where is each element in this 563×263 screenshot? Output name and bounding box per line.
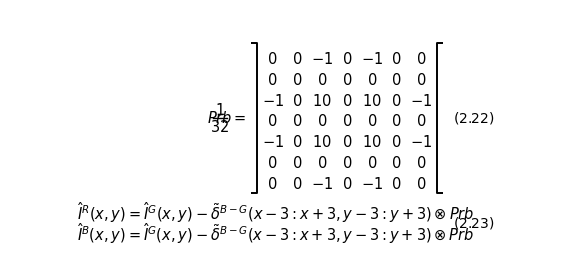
Text: $0$: $0$: [342, 93, 352, 109]
Text: $0$: $0$: [342, 155, 352, 171]
Text: $0$: $0$: [391, 51, 402, 67]
Text: $0$: $0$: [342, 134, 352, 150]
Text: $0$: $0$: [342, 51, 352, 67]
Text: $0$: $0$: [391, 72, 402, 88]
Text: $0$: $0$: [342, 176, 352, 192]
Text: $-1$: $-1$: [410, 134, 432, 150]
Text: $-1$: $-1$: [361, 51, 383, 67]
Text: $-1$: $-1$: [410, 93, 432, 109]
Text: $0$: $0$: [416, 176, 427, 192]
Text: $32$: $32$: [211, 119, 230, 135]
Text: $0$: $0$: [367, 155, 377, 171]
Text: $0$: $0$: [317, 72, 328, 88]
Text: $-1$: $-1$: [361, 176, 383, 192]
Text: $0$: $0$: [391, 134, 402, 150]
Text: $0$: $0$: [267, 155, 278, 171]
Text: $0$: $0$: [391, 113, 402, 129]
Text: $0$: $0$: [416, 155, 427, 171]
Text: $0$: $0$: [416, 72, 427, 88]
Text: $10$: $10$: [362, 93, 382, 109]
Text: $0$: $0$: [367, 113, 377, 129]
Text: $10$: $10$: [312, 93, 332, 109]
Text: $0$: $0$: [267, 72, 278, 88]
Text: $0$: $0$: [391, 155, 402, 171]
Text: $10$: $10$: [312, 134, 332, 150]
Text: $0$: $0$: [391, 93, 402, 109]
Text: $-1$: $-1$: [311, 51, 333, 67]
Text: $0$: $0$: [367, 72, 377, 88]
Text: $0$: $0$: [391, 176, 402, 192]
Text: $0$: $0$: [317, 113, 328, 129]
Text: $-1$: $-1$: [311, 176, 333, 192]
Text: $0$: $0$: [292, 155, 303, 171]
Text: $0$: $0$: [292, 176, 303, 192]
Text: $0$: $0$: [267, 51, 278, 67]
Text: $0$: $0$: [416, 113, 427, 129]
Text: $0$: $0$: [292, 113, 303, 129]
Text: $0$: $0$: [267, 113, 278, 129]
Text: $10$: $10$: [362, 134, 382, 150]
Text: $0$: $0$: [416, 51, 427, 67]
Text: $0$: $0$: [292, 51, 303, 67]
Text: $0$: $0$: [317, 155, 328, 171]
Text: $Prb=$: $Prb=$: [207, 110, 246, 126]
Text: $(2.23)$: $(2.23)$: [453, 215, 495, 231]
Text: $0$: $0$: [267, 176, 278, 192]
Text: $\hat{I}^B(x,y) = \hat{I}^G(x,y) - \tilde{\delta}^{B-G}(x-3:x+3,y-3:y+3) \otimes: $\hat{I}^B(x,y) = \hat{I}^G(x,y) - \tild…: [77, 221, 474, 246]
Text: $0$: $0$: [342, 113, 352, 129]
Text: $-1$: $-1$: [262, 93, 284, 109]
Text: $\hat{I}^R(x,y) = \hat{I}^G(x,y) - \tilde{\delta}^{B-G}(x-3:x+3,y-3:y+3) \otimes: $\hat{I}^R(x,y) = \hat{I}^G(x,y) - \tild…: [77, 200, 474, 225]
Text: $0$: $0$: [292, 72, 303, 88]
Text: $1$: $1$: [215, 103, 225, 119]
Text: $(2.22)$: $(2.22)$: [453, 110, 495, 126]
Text: $0$: $0$: [342, 72, 352, 88]
Text: $0$: $0$: [292, 93, 303, 109]
Text: $0$: $0$: [292, 134, 303, 150]
Text: $-1$: $-1$: [262, 134, 284, 150]
